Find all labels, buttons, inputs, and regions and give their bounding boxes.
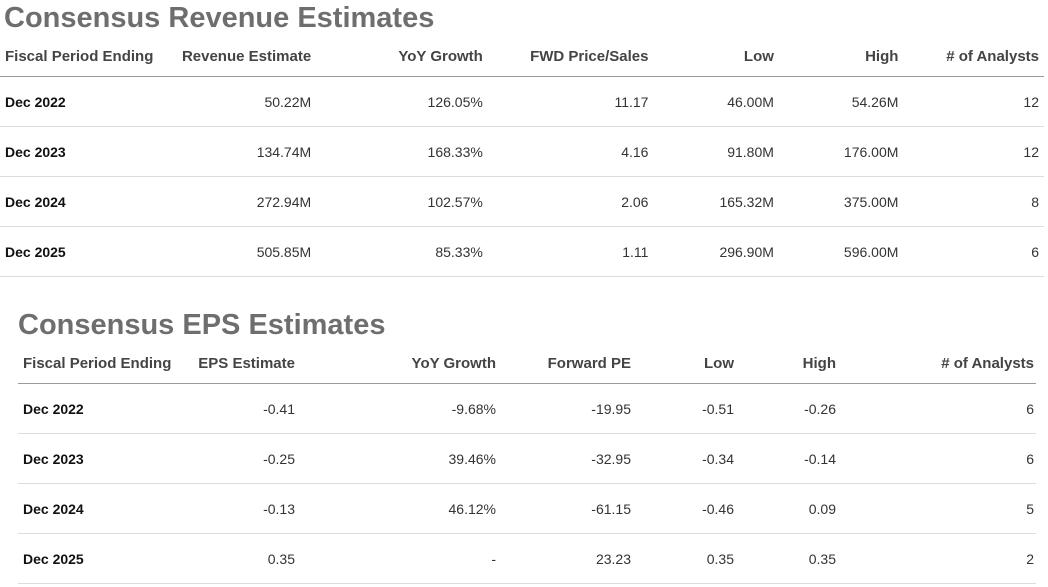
revenue-estimate-cell: 505.85M — [170, 226, 312, 277]
eps-estimate-cell: -0.25 — [188, 433, 295, 484]
num-analysts-cell: 6 — [836, 433, 1036, 484]
high-cell: 176.00M — [773, 126, 899, 177]
high-cell: -0.14 — [734, 433, 836, 484]
low-cell: 165.32M — [648, 176, 774, 227]
period-cell: Dec 2022 — [18, 383, 188, 434]
fwd-price-sales-cell: 1.11 — [482, 226, 649, 277]
period-cell: Dec 2024 — [18, 483, 188, 534]
fwd-price-sales-cell: 11.17 — [482, 76, 649, 127]
column-header-fiscal-period[interactable]: Fiscal Period Ending — [18, 343, 188, 384]
low-cell: 46.00M — [648, 76, 774, 127]
column-header-eps-estimate[interactable]: EPS Estimate — [188, 343, 295, 384]
num-analysts-cell: 8 — [898, 176, 1044, 227]
table-header-row: Fiscal Period Ending Revenue Estimate Yo… — [0, 36, 1044, 77]
fwd-price-sales-cell: 4.16 — [482, 126, 649, 177]
column-header-revenue-estimate[interactable]: Revenue Estimate — [170, 36, 312, 77]
fwd-price-sales-cell: 2.06 — [482, 176, 649, 227]
forward-pe-cell: -61.15 — [496, 483, 631, 534]
num-analysts-cell: 6 — [898, 226, 1044, 277]
forward-pe-cell: 23.23 — [496, 533, 631, 584]
table-row: Dec 2023 -0.25 39.46% -32.95 -0.34 -0.14… — [18, 433, 1036, 484]
column-header-high[interactable]: High — [734, 343, 836, 384]
eps-section-title: Consensus EPS Estimates — [18, 309, 386, 341]
low-cell: -0.51 — [631, 383, 734, 434]
high-cell: 54.26M — [773, 76, 899, 127]
low-cell: 91.80M — [648, 126, 774, 177]
revenue-estimate-cell: 272.94M — [170, 176, 312, 227]
num-analysts-cell: 6 — [836, 383, 1036, 434]
low-cell: 0.35 — [631, 533, 734, 584]
revenue-estimates-table: Fiscal Period Ending Revenue Estimate Yo… — [0, 36, 1044, 277]
eps-estimates-section: Consensus EPS Estimates Fiscal Period En… — [18, 307, 1036, 584]
column-header-num-analysts[interactable]: # of Analysts — [898, 36, 1044, 77]
high-cell: 0.09 — [734, 483, 836, 534]
yoy-growth-cell: 102.57% — [311, 176, 483, 227]
eps-estimate-cell: -0.13 — [188, 483, 295, 534]
revenue-estimate-cell: 134.74M — [170, 126, 312, 177]
table-row: Dec 2023 134.74M 168.33% 4.16 91.80M 176… — [0, 126, 1044, 177]
yoy-growth-cell: 168.33% — [311, 126, 483, 177]
period-cell: Dec 2025 — [18, 533, 188, 584]
yoy-growth-cell: 126.05% — [311, 76, 483, 127]
table-row: Dec 2024 272.94M 102.57% 2.06 165.32M 37… — [0, 176, 1044, 227]
high-cell: 375.00M — [773, 176, 899, 227]
column-header-low[interactable]: Low — [631, 343, 734, 384]
eps-estimate-cell: -0.41 — [188, 383, 295, 434]
revenue-section-title: Consensus Revenue Estimates — [4, 2, 435, 34]
column-header-fiscal-period[interactable]: Fiscal Period Ending — [0, 36, 171, 77]
column-header-high[interactable]: High — [773, 36, 899, 77]
revenue-estimates-section: Consensus Revenue Estimates Fiscal Perio… — [0, 0, 1044, 277]
yoy-growth-cell: 85.33% — [311, 226, 483, 277]
revenue-estimate-cell: 50.22M — [170, 76, 312, 127]
yoy-growth-cell: 39.46% — [295, 433, 496, 484]
table-header-row: Fiscal Period Ending EPS Estimate YoY Gr… — [18, 343, 1036, 384]
num-analysts-cell: 12 — [898, 76, 1044, 127]
column-header-yoy-growth[interactable]: YoY Growth — [295, 343, 496, 384]
forward-pe-cell: -32.95 — [496, 433, 631, 484]
table-row: Dec 2025 0.35 - 23.23 0.35 0.35 2 — [18, 533, 1036, 584]
period-cell: Dec 2022 — [0, 76, 171, 127]
yoy-growth-cell: - — [295, 533, 496, 584]
low-cell: -0.34 — [631, 433, 734, 484]
table-row: Dec 2025 505.85M 85.33% 1.11 296.90M 596… — [0, 226, 1044, 277]
high-cell: 596.00M — [773, 226, 899, 277]
table-row: Dec 2022 50.22M 126.05% 11.17 46.00M 54.… — [0, 76, 1044, 127]
column-header-num-analysts[interactable]: # of Analysts — [836, 343, 1036, 384]
num-analysts-cell: 5 — [836, 483, 1036, 534]
yoy-growth-cell: 46.12% — [295, 483, 496, 534]
period-cell: Dec 2024 — [0, 176, 171, 227]
column-header-fwd-price-sales[interactable]: FWD Price/Sales — [482, 36, 649, 77]
column-header-yoy-growth[interactable]: YoY Growth — [311, 36, 483, 77]
eps-estimate-cell: 0.35 — [188, 533, 295, 584]
eps-estimates-table: Fiscal Period Ending EPS Estimate YoY Gr… — [18, 343, 1036, 584]
low-cell: -0.46 — [631, 483, 734, 534]
high-cell: -0.26 — [734, 383, 836, 434]
table-row: Dec 2024 -0.13 46.12% -61.15 -0.46 0.09 … — [18, 483, 1036, 534]
period-cell: Dec 2023 — [0, 126, 171, 177]
period-cell: Dec 2025 — [0, 226, 171, 277]
table-row: Dec 2022 -0.41 -9.68% -19.95 -0.51 -0.26… — [18, 383, 1036, 434]
yoy-growth-cell: -9.68% — [295, 383, 496, 434]
num-analysts-cell: 2 — [836, 533, 1036, 584]
high-cell: 0.35 — [734, 533, 836, 584]
column-header-low[interactable]: Low — [648, 36, 774, 77]
low-cell: 296.90M — [648, 226, 774, 277]
period-cell: Dec 2023 — [18, 433, 188, 484]
num-analysts-cell: 12 — [898, 126, 1044, 177]
column-header-forward-pe[interactable]: Forward PE — [496, 343, 631, 384]
forward-pe-cell: -19.95 — [496, 383, 631, 434]
